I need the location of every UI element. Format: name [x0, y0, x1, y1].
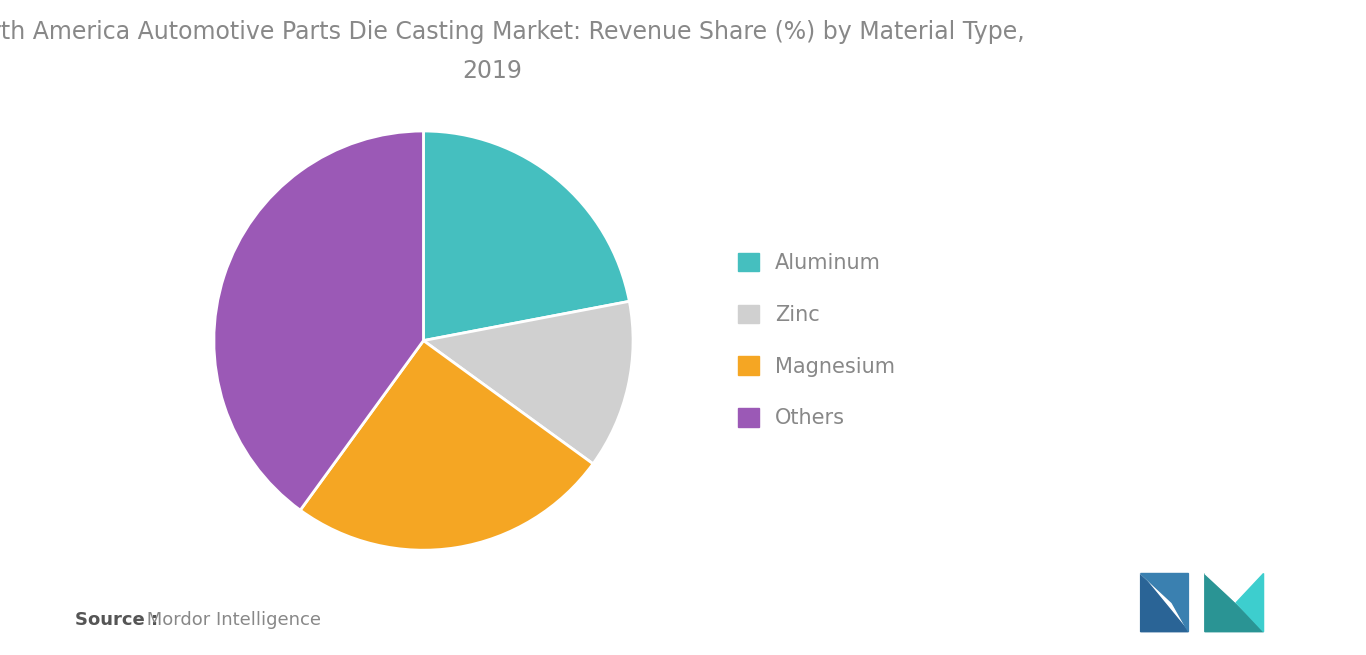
Text: North America Automotive Parts Die Casting Market: Revenue Share (%) by Material: North America Automotive Parts Die Casti… [0, 20, 1024, 44]
Wedge shape [301, 341, 593, 550]
Polygon shape [1141, 574, 1188, 603]
Polygon shape [1141, 574, 1188, 631]
Polygon shape [1236, 574, 1264, 631]
Legend: Aluminum, Zinc, Magnesium, Others: Aluminum, Zinc, Magnesium, Others [738, 253, 895, 428]
Text: Mordor Intelligence: Mordor Intelligence [141, 611, 321, 629]
Polygon shape [1141, 574, 1188, 631]
Text: 2019: 2019 [462, 59, 522, 83]
Wedge shape [423, 131, 630, 341]
Polygon shape [1205, 574, 1264, 603]
Wedge shape [423, 301, 632, 464]
Text: Source :: Source : [75, 611, 158, 629]
Polygon shape [1205, 574, 1264, 631]
Wedge shape [214, 131, 423, 510]
